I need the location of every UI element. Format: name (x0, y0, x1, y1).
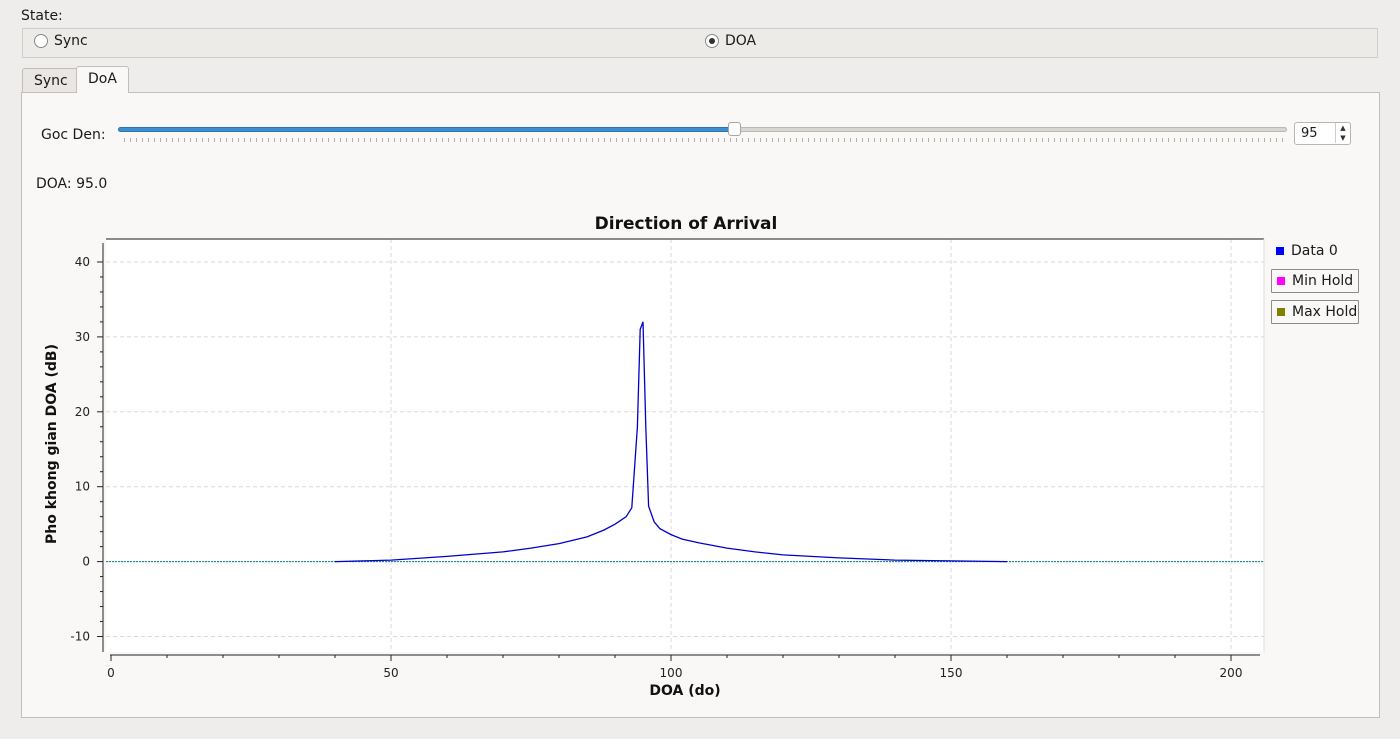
legend-swatch-data-0 (1276, 247, 1284, 255)
legend-item-min-hold[interactable]: Min Hold (1271, 269, 1359, 293)
y-tick-label: 30 (75, 330, 90, 344)
tab-doa[interactable]: DoA (76, 66, 129, 93)
y-tick-label: 10 (75, 480, 90, 494)
legend-item-max-hold[interactable]: Max Hold (1271, 300, 1359, 324)
chart-title: Direction of Arrival (595, 214, 778, 234)
y-tick-label: -10 (70, 630, 90, 644)
legend-label-data-0: Data 0 (1291, 243, 1338, 259)
chart-y-axis-label: Pho khong gian DOA (dB) (44, 344, 60, 544)
legend-label-min-hold: Min Hold (1292, 273, 1353, 289)
chart-x-axis-label: DOA (do) (649, 683, 720, 699)
y-tick-label: 0 (82, 555, 90, 569)
x-tick-label: 200 (1220, 666, 1243, 680)
legend-label-max-hold: Max Hold (1292, 304, 1357, 320)
plot-area (106, 239, 1264, 652)
x-tick-label: 150 (940, 666, 963, 680)
x-tick-label: 50 (383, 666, 398, 680)
y-tick-label: 40 (75, 255, 90, 269)
x-tick-label: 0 (107, 666, 115, 680)
y-tick-label: 20 (75, 405, 90, 419)
x-tick-label: 100 (660, 666, 683, 680)
legend-swatch-max-hold (1277, 308, 1285, 316)
legend-swatch-min-hold (1277, 277, 1285, 285)
legend-item-data-0[interactable]: Data 0 (1271, 239, 1359, 263)
